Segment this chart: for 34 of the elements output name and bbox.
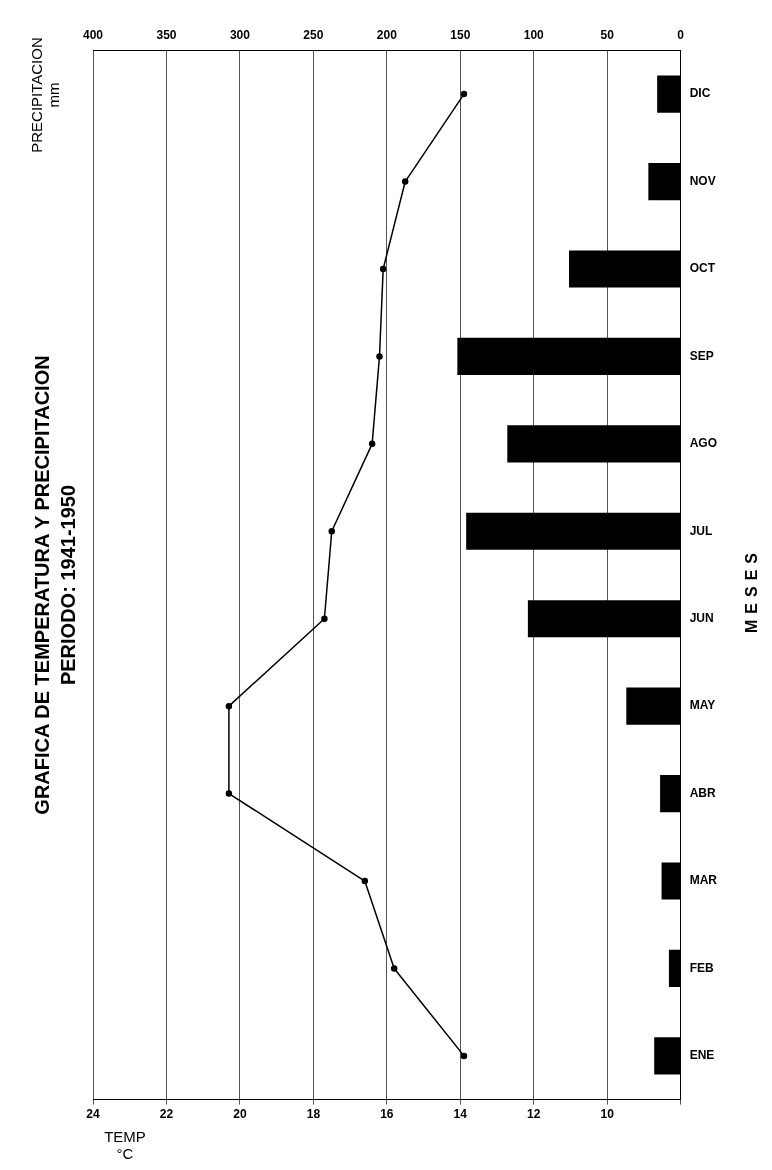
x-axis-title: TEMP °C xyxy=(103,1128,147,1162)
x2-tick-label: 100 xyxy=(523,27,545,42)
x-tick-label: 12 xyxy=(527,1107,541,1122)
y-tick-label: SEP xyxy=(689,348,714,363)
x-tick-label: 24 xyxy=(86,1107,100,1122)
text: PERIODO: 1941-1950 xyxy=(56,483,80,688)
y-axis-title: MESES xyxy=(743,546,761,634)
y-tick-label: FEB xyxy=(689,960,714,975)
y-tick-label: AGO xyxy=(689,436,718,451)
x2-tick-label: 400 xyxy=(83,27,104,42)
y-tick-label: OCT xyxy=(689,261,716,276)
text: GRAFICA DE TEMPERATURA Y PRECIPITACION xyxy=(30,355,54,815)
x2-tick-label: 150 xyxy=(450,27,471,42)
x-tick-label: 20 xyxy=(233,1107,247,1122)
y-tick-label: ABR xyxy=(689,785,716,800)
y-tick-label: JUL xyxy=(689,523,713,538)
x-tick-label: 16 xyxy=(380,1107,394,1122)
x2-tick-label: 250 xyxy=(303,27,324,42)
y-tick-label: ENE xyxy=(689,1048,715,1063)
x-tick-label: 14 xyxy=(453,1107,468,1122)
y-tick-label: DIC xyxy=(689,86,711,101)
x2-tick-label: 300 xyxy=(229,27,251,42)
x-tick-label: 10 xyxy=(600,1107,615,1122)
y-tick-label: MAR xyxy=(689,873,718,888)
x2-axis-title: PRECIPITACION mm xyxy=(28,36,62,155)
x-tick-label: 22 xyxy=(159,1107,174,1122)
x-tick-label: 18 xyxy=(306,1107,321,1122)
y-tick-label: MAY xyxy=(689,698,716,713)
y-tick-label: JUN xyxy=(689,611,714,626)
x2-tick-label: 200 xyxy=(376,27,398,42)
x2-tick-label: 50 xyxy=(600,27,615,42)
x2-tick-label: 0 xyxy=(677,27,685,42)
x2-tick-label: 350 xyxy=(156,27,177,42)
y-tick-label: NOV xyxy=(689,173,716,188)
